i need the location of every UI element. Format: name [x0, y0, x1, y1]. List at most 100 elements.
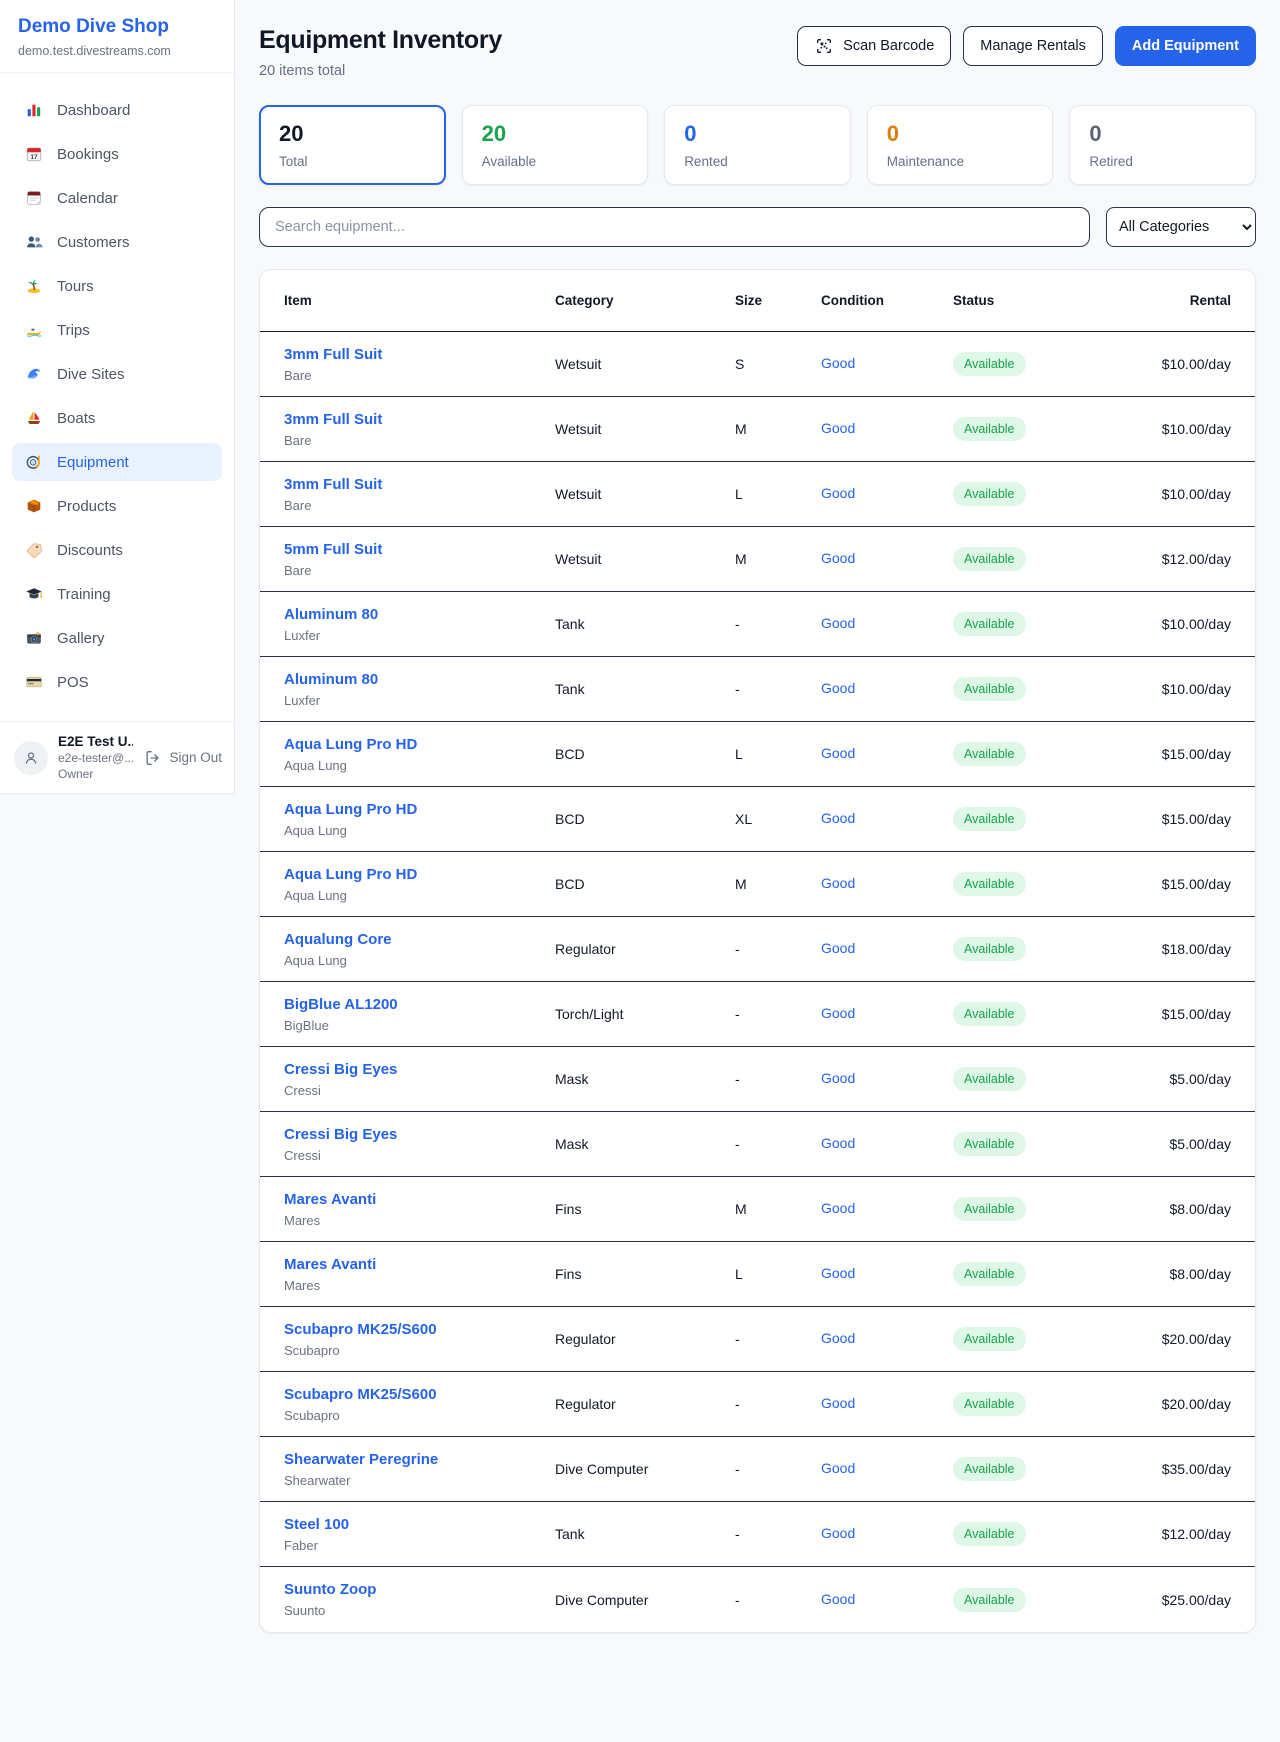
- sidebar-nav-item[interactable]: Equipment: [12, 443, 222, 481]
- item-name-link[interactable]: Mares Avanti: [284, 1190, 377, 1208]
- sidebar-nav-item[interactable]: Calendar: [12, 179, 222, 217]
- condition-link[interactable]: Good: [821, 940, 856, 956]
- rental-cell: $35.00/day: [1161, 1461, 1231, 1477]
- status-badge: Available: [953, 742, 1026, 766]
- column-header-status: Status: [953, 293, 995, 308]
- condition-link[interactable]: Good: [821, 1070, 856, 1086]
- sidebar-nav-item[interactable]: Dashboard: [12, 91, 222, 129]
- item-cell: Shearwater Peregrine Shearwater: [284, 1451, 555, 1488]
- sidebar-nav-item[interactable]: Trips: [12, 311, 222, 349]
- avatar: [14, 740, 48, 775]
- item-name-link[interactable]: Mares Avanti: [284, 1255, 377, 1273]
- item-brand: Scubapro: [284, 1342, 340, 1358]
- item-name-link[interactable]: Aluminum 80: [284, 605, 379, 623]
- item-name-link[interactable]: Aluminum 80: [284, 670, 379, 688]
- condition-link[interactable]: Good: [821, 550, 856, 566]
- condition-link[interactable]: Good: [821, 420, 856, 436]
- item-cell: Aqualung Core Aqua Lung: [284, 931, 555, 968]
- stat-value: 20: [279, 121, 304, 146]
- manage-rentals-button[interactable]: Manage Rentals: [963, 26, 1103, 66]
- sidebar-nav-item[interactable]: Training: [12, 575, 222, 613]
- item-name-link[interactable]: Aqua Lung Pro HD: [284, 735, 418, 753]
- category-select[interactable]: All Categories: [1106, 207, 1256, 247]
- item-name-link[interactable]: Steel 100: [284, 1515, 350, 1533]
- item-cell: 5mm Full Suit Bare: [284, 541, 555, 578]
- page-title-block: Equipment Inventory 20 items total: [259, 26, 502, 79]
- item-name-link[interactable]: Aqualung Core: [284, 930, 392, 948]
- condition-link[interactable]: Good: [821, 1200, 856, 1216]
- condition-link[interactable]: Good: [821, 1395, 856, 1411]
- item-name-link[interactable]: 3mm Full Suit: [284, 410, 383, 428]
- condition-link[interactable]: Good: [821, 1330, 856, 1346]
- stat-card[interactable]: 0 Rented: [664, 105, 851, 185]
- search-input[interactable]: [259, 207, 1090, 247]
- rental-cell: $25.00/day: [1161, 1591, 1231, 1608]
- item-name-link[interactable]: Aqua Lung Pro HD: [284, 865, 418, 883]
- nav-item-icon: [24, 188, 44, 208]
- size-cell: -: [735, 1396, 740, 1412]
- logout-icon: [143, 748, 163, 768]
- sidebar-nav-item[interactable]: Tours: [12, 267, 222, 305]
- item-name-link[interactable]: 5mm Full Suit: [284, 540, 383, 558]
- item-name-link[interactable]: Scubapro MK25/S600: [284, 1320, 437, 1338]
- condition-cell: Good: [821, 680, 953, 698]
- nav-item-label: Products: [57, 497, 117, 515]
- nav-item-label: Tours: [57, 277, 94, 295]
- condition-link[interactable]: Good: [821, 1005, 856, 1021]
- status-cell: Available: [953, 677, 1113, 701]
- stat-card[interactable]: 0 Retired: [1069, 105, 1256, 185]
- item-name-link[interactable]: 3mm Full Suit: [284, 345, 383, 363]
- item-brand: Mares: [284, 1277, 321, 1293]
- sidebar-nav-item[interactable]: Gallery: [12, 619, 222, 657]
- sidebar-nav-item[interactable]: 17 Bookings: [12, 135, 222, 173]
- sidebar-nav-item[interactable]: POS: [12, 663, 222, 701]
- sidebar-nav-item[interactable]: Discounts: [12, 531, 222, 569]
- sidebar-nav-item[interactable]: Products: [12, 487, 222, 525]
- item-name-link[interactable]: Cressi Big Eyes: [284, 1060, 398, 1078]
- size-cell: -: [735, 1461, 740, 1477]
- item-name-link[interactable]: Shearwater Peregrine: [284, 1450, 439, 1468]
- condition-link[interactable]: Good: [821, 1590, 856, 1607]
- brand-name: Demo Dive Shop: [18, 16, 169, 37]
- condition-link[interactable]: Good: [821, 745, 856, 761]
- item-name-link[interactable]: Scubapro MK25/S600: [284, 1385, 437, 1403]
- column-header-rental: Rental: [1189, 293, 1231, 308]
- item-name-link[interactable]: 3mm Full Suit: [284, 475, 383, 493]
- condition-link[interactable]: Good: [821, 1135, 856, 1151]
- condition-cell: Good: [821, 1330, 953, 1348]
- table-row: Shearwater Peregrine Shearwater Dive Com…: [260, 1437, 1255, 1502]
- condition-link[interactable]: Good: [821, 615, 856, 631]
- stat-card[interactable]: 0 Maintenance: [866, 105, 1054, 185]
- rental-cell: $20.00/day: [1161, 1331, 1231, 1347]
- brand-domain: demo.test.divestreams.com: [18, 44, 171, 58]
- item-name-link[interactable]: BigBlue AL1200: [284, 995, 398, 1013]
- table-row: Aluminum 80 Luxfer Tank - Good Available…: [260, 592, 1255, 657]
- size-cell: -: [735, 1136, 740, 1152]
- sidebar-nav-item[interactable]: Boats: [12, 399, 222, 437]
- condition-link[interactable]: Good: [821, 1460, 856, 1476]
- item-name-link[interactable]: Suunto Zoop: [284, 1581, 377, 1598]
- item-name-link[interactable]: Aqua Lung Pro HD: [284, 800, 418, 818]
- scan-barcode-button[interactable]: Scan Barcode: [797, 26, 952, 66]
- rental-cell: $8.00/day: [1169, 1266, 1232, 1282]
- sign-out-button[interactable]: Sign Out: [143, 748, 222, 768]
- stat-card[interactable]: 20 Total: [259, 105, 446, 185]
- condition-link[interactable]: Good: [821, 1525, 856, 1541]
- status-badge: Available: [953, 1262, 1026, 1286]
- table-row: 3mm Full Suit Bare Wetsuit M Good Availa…: [260, 397, 1255, 462]
- status-cell: Available: [953, 1587, 1113, 1612]
- condition-link[interactable]: Good: [821, 810, 856, 826]
- condition-link[interactable]: Good: [821, 485, 856, 501]
- sidebar-nav-item[interactable]: Dive Sites: [12, 355, 222, 393]
- condition-link[interactable]: Good: [821, 680, 856, 696]
- condition-link[interactable]: Good: [821, 355, 856, 371]
- condition-cell: Good: [821, 485, 953, 503]
- item-name-link[interactable]: Cressi Big Eyes: [284, 1125, 398, 1143]
- add-equipment-button[interactable]: Add Equipment: [1114, 26, 1256, 66]
- stat-card[interactable]: 20 Available: [461, 105, 649, 185]
- nav-item-icon: [24, 628, 44, 648]
- condition-link[interactable]: Good: [821, 1265, 856, 1281]
- sidebar-nav-item[interactable]: Customers: [12, 223, 222, 261]
- condition-link[interactable]: Good: [821, 875, 856, 891]
- item-brand: Aqua Lung: [284, 887, 347, 903]
